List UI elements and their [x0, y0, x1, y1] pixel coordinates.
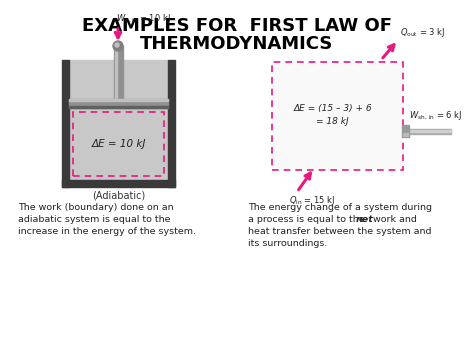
Text: = 18 kJ: = 18 kJ	[316, 116, 349, 126]
Bar	[69, 60, 168, 180]
Bar	[403, 133, 408, 136]
Text: work and: work and	[370, 215, 417, 224]
Bar	[69, 99, 168, 108]
Text: (Adiabatic): (Adiabatic)	[92, 191, 145, 201]
Bar	[403, 129, 451, 133]
Text: heat transfer between the system and: heat transfer between the system and	[248, 227, 431, 236]
Text: adiabatic system is equal to the: adiabatic system is equal to the	[18, 215, 171, 224]
Text: $Q_{\mathrm{out}}$ = 3 kJ: $Q_{\mathrm{out}}$ = 3 kJ	[400, 26, 445, 39]
Text: The energy change of a system during: The energy change of a system during	[248, 203, 432, 212]
Text: its surroundings.: its surroundings.	[248, 239, 328, 248]
Bar	[168, 60, 175, 187]
Bar	[403, 130, 451, 132]
Bar	[73, 112, 164, 176]
Bar	[62, 180, 175, 187]
Text: ΔE = 10 kJ: ΔE = 10 kJ	[91, 139, 146, 149]
Text: THERMODYNAMICS: THERMODYNAMICS	[140, 35, 334, 53]
Text: $W_{\mathrm{sh,\,in}}$ = 6 kJ: $W_{\mathrm{sh,\,in}}$ = 6 kJ	[409, 109, 463, 122]
Text: The work (boundary) done on an: The work (boundary) done on an	[18, 203, 173, 212]
Text: increase in the energy of the system.: increase in the energy of the system.	[18, 227, 196, 236]
Text: EXAMPLES FOR  FIRST LAW OF: EXAMPLES FOR FIRST LAW OF	[82, 17, 392, 35]
Circle shape	[115, 43, 119, 47]
Circle shape	[113, 41, 123, 51]
Text: a process is equal to the: a process is equal to the	[248, 215, 368, 224]
Bar	[402, 125, 409, 137]
Bar	[62, 60, 69, 187]
Bar	[114, 46, 123, 99]
Text: net: net	[356, 215, 374, 224]
Text: $Q_{\mathrm{in}}$ = 15 kJ: $Q_{\mathrm{in}}$ = 15 kJ	[289, 194, 335, 207]
Text: $W_{b,\mathrm{in}}$ = 10 kJ: $W_{b,\mathrm{in}}$ = 10 kJ	[116, 12, 171, 25]
Bar	[69, 99, 168, 101]
Bar	[69, 106, 168, 108]
Bar	[272, 62, 403, 170]
Text: ΔE = (15 – 3) + 6: ΔE = (15 – 3) + 6	[293, 104, 372, 113]
Bar	[115, 46, 117, 99]
